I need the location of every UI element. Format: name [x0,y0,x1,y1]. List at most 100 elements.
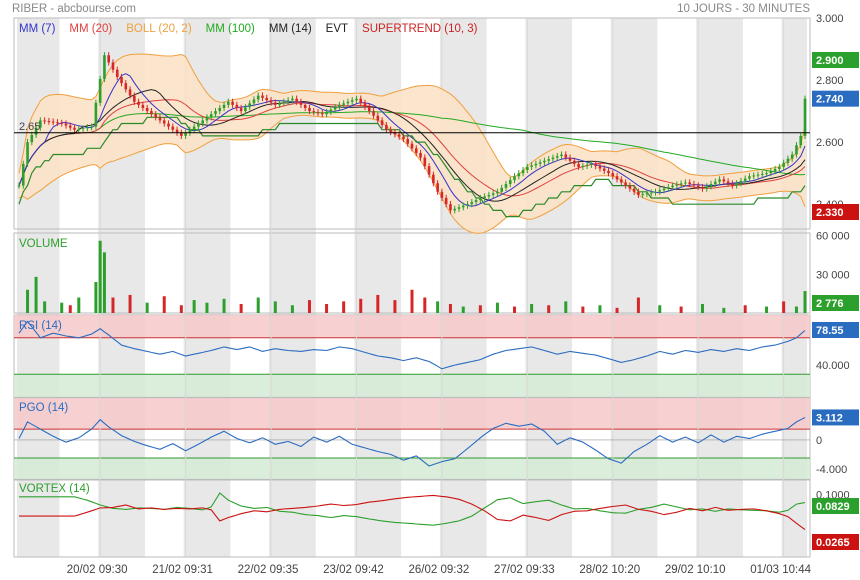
candle-body [308,107,311,112]
candle-body [380,120,384,126]
price-y-tick: 2.600 [816,137,844,149]
candle-body [585,164,589,166]
candle-body [718,179,721,182]
chart-title: RIBER - abcbourse.com [12,3,136,15]
vortex-frame [13,479,811,558]
volume-bar [43,301,47,313]
candle-body [338,104,341,108]
legend-item-4: MM (14) [269,23,312,35]
candle-body [218,107,222,112]
volume-bar [359,298,363,313]
candle-body [470,202,474,205]
volume-bar [513,306,517,313]
candle-body [291,98,294,101]
candle-body [773,169,777,172]
candle-body [795,145,798,155]
candle-body [188,129,192,133]
mm100-line [18,111,806,186]
candle-body [658,190,662,192]
candle-body [782,162,785,167]
price-high-badge-bg [812,52,859,68]
volume-bar [564,301,568,313]
vortex-title: VORTEX (14) [19,483,90,495]
candle-body [419,152,422,158]
price-high-badge: 2.900 [816,55,844,67]
candle-body [64,123,68,126]
candle-body [581,165,585,167]
volume-badge-bg [812,295,859,311]
candle-body [487,194,491,197]
candle-body [799,135,803,146]
candle-body [30,134,34,143]
candle-body [282,101,286,104]
candle-body [103,55,106,80]
candle-body [769,171,773,174]
candle-body [526,166,529,171]
volume-bar [803,291,807,313]
reference-line-label: 2.65 [19,121,40,133]
candle-body [671,185,674,188]
candle-body [167,123,170,127]
candle-body [637,191,640,195]
candle-body [504,184,508,188]
pgo-badge-bg [812,409,859,426]
candle-body [350,100,354,102]
vortex-plus-badge-bg [812,498,859,514]
candle-body [765,173,768,175]
volume-bar [615,307,619,313]
candle-body [389,129,392,133]
candle-body [39,120,42,128]
candle-body [760,173,764,175]
candle-body [530,165,533,167]
volume-bar [128,294,132,313]
rsi-line [18,320,806,370]
candle-body [376,115,380,121]
volume-bar [98,240,102,313]
candle-body [466,204,469,206]
candle-body [513,176,516,181]
candle-body [440,191,444,198]
candle-body [162,120,166,124]
volume-bar [239,303,243,313]
candle-body [722,179,726,182]
candle-body [602,168,606,171]
candle-body [94,102,98,127]
candle-body [320,113,324,115]
candle-body [329,109,333,112]
candle-body [286,100,290,102]
candle-body [449,204,452,211]
candle-body [547,159,550,161]
volume-bar [423,297,427,313]
candle-body [205,117,209,121]
volume-bar [700,303,704,313]
volume-bar [461,306,465,313]
volume-bar [102,252,106,313]
candle-body [214,111,217,115]
mm20-line [18,99,806,197]
candle-body [611,173,615,177]
volume-bar [679,306,683,313]
candle-body [654,191,657,193]
candle-body [265,97,269,101]
vortex-minus-line [19,494,806,531]
candle-body [342,103,345,105]
pgo-panel [14,417,810,467]
legend-item-6: SUPERTREND (10, 3) [362,23,478,35]
candle-body [325,111,328,115]
candle-body [333,107,337,110]
candle-body [98,79,102,103]
candle-body [688,182,691,185]
candle-body [197,123,200,127]
candle-body [73,127,76,130]
candle-body [34,127,38,135]
candle-body [278,103,281,105]
candle-body [86,127,89,129]
volume-bar [111,297,115,313]
candle-body [667,187,670,189]
rsi-panel [18,320,806,370]
pgo-badge: 3.112 [816,412,843,424]
candle-body [133,95,136,102]
candle-body [227,101,230,105]
volume-bar [162,296,166,313]
candle-body [158,117,162,121]
